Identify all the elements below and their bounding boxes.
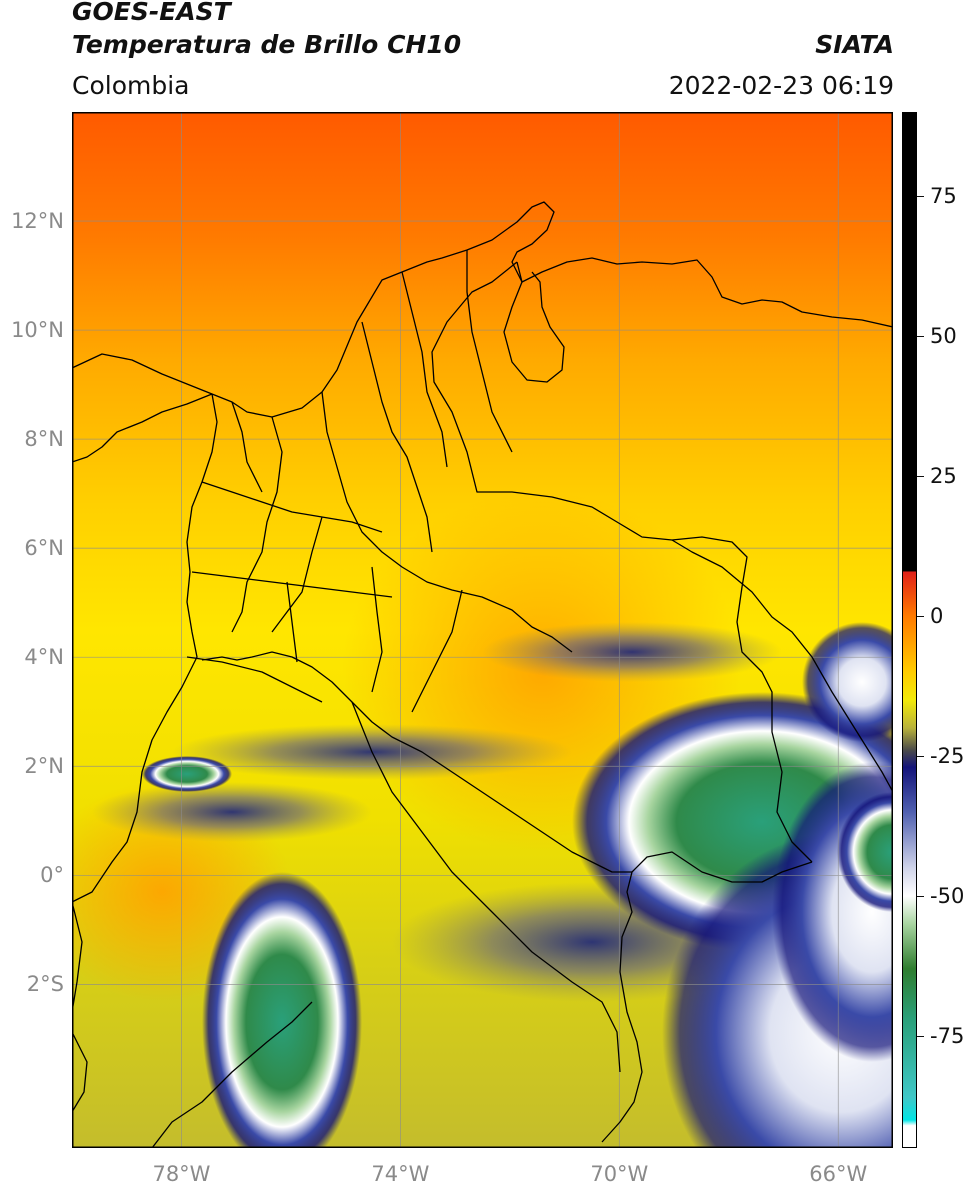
colombia-brazil-border bbox=[601, 851, 813, 1143]
colorbar-tick-label: -25 bbox=[930, 744, 965, 768]
colorbar-tick-mark bbox=[917, 756, 924, 757]
colombia-peru-border bbox=[201, 651, 632, 873]
colorbar-tick-label: 50 bbox=[930, 324, 957, 348]
colorbar-tick-mark bbox=[917, 896, 924, 897]
colorbar-tick-mark bbox=[917, 476, 924, 477]
department-borders bbox=[186, 250, 573, 713]
borders bbox=[72, 201, 893, 1148]
convective-cell-northeast bbox=[802, 622, 893, 742]
lon-tick-label: 78°W bbox=[152, 1162, 211, 1186]
cloud-band-north bbox=[482, 622, 782, 682]
caribbean-coastline bbox=[72, 201, 893, 418]
colorbar-tick-label: 75 bbox=[930, 184, 957, 208]
lat-tick-label: 0° bbox=[40, 863, 64, 888]
colorbar-tick-label: -75 bbox=[930, 1024, 965, 1048]
lat-tick-label: 6°N bbox=[24, 536, 64, 561]
colorbar-tick-mark bbox=[917, 1036, 924, 1037]
ecuador-peru-coastline bbox=[72, 901, 88, 1113]
colorbar-tick-mark bbox=[917, 616, 924, 617]
lon-tick-label: 66°W bbox=[809, 1162, 868, 1186]
colombia-venezuela-border bbox=[431, 261, 813, 863]
colorbar-tick-label: -50 bbox=[930, 884, 965, 908]
convective-system-southwest bbox=[202, 872, 362, 1148]
colorbar-tick-mark bbox=[917, 196, 924, 197]
colorbar-tick-label: 25 bbox=[930, 464, 957, 488]
lat-tick-label: 2°S bbox=[26, 972, 64, 997]
lat-tick-label: 12°N bbox=[11, 209, 64, 234]
convective-cell-pacific bbox=[142, 756, 232, 792]
colorbar bbox=[902, 112, 917, 1148]
convective-cell-far-east bbox=[837, 792, 893, 912]
region-label: Colombia bbox=[72, 71, 190, 100]
colorbar-tick-mark bbox=[917, 336, 924, 337]
timestamp-label: 2022-02-23 06:19 bbox=[668, 71, 894, 100]
map-frame bbox=[72, 112, 893, 1148]
lat-tick-label: 2°N bbox=[24, 754, 64, 779]
lat-tick-label: 8°N bbox=[24, 427, 64, 452]
brightness-temperature-map bbox=[72, 112, 893, 1148]
venezuela-amazon-border bbox=[671, 539, 893, 793]
lake-maracaibo bbox=[503, 261, 565, 383]
title-line-1: GOES-EAST bbox=[72, 0, 231, 26]
ecuador-peru-border bbox=[151, 701, 621, 1148]
lon-tick-label: 70°W bbox=[590, 1162, 649, 1186]
title-line-2: Temperatura de Brillo CH10 bbox=[72, 30, 462, 59]
organization-label: SIATA bbox=[815, 30, 894, 59]
map-panel bbox=[72, 112, 893, 1148]
lat-tick-label: 10°N bbox=[11, 318, 64, 343]
lat-tick-label: 4°N bbox=[24, 645, 64, 670]
lon-tick-label: 74°W bbox=[371, 1162, 430, 1186]
colorbar-tick-label: 0 bbox=[930, 604, 944, 628]
graticule bbox=[72, 112, 893, 1148]
colorbar-gradient bbox=[902, 112, 917, 1148]
cloud-band-west bbox=[92, 782, 372, 842]
